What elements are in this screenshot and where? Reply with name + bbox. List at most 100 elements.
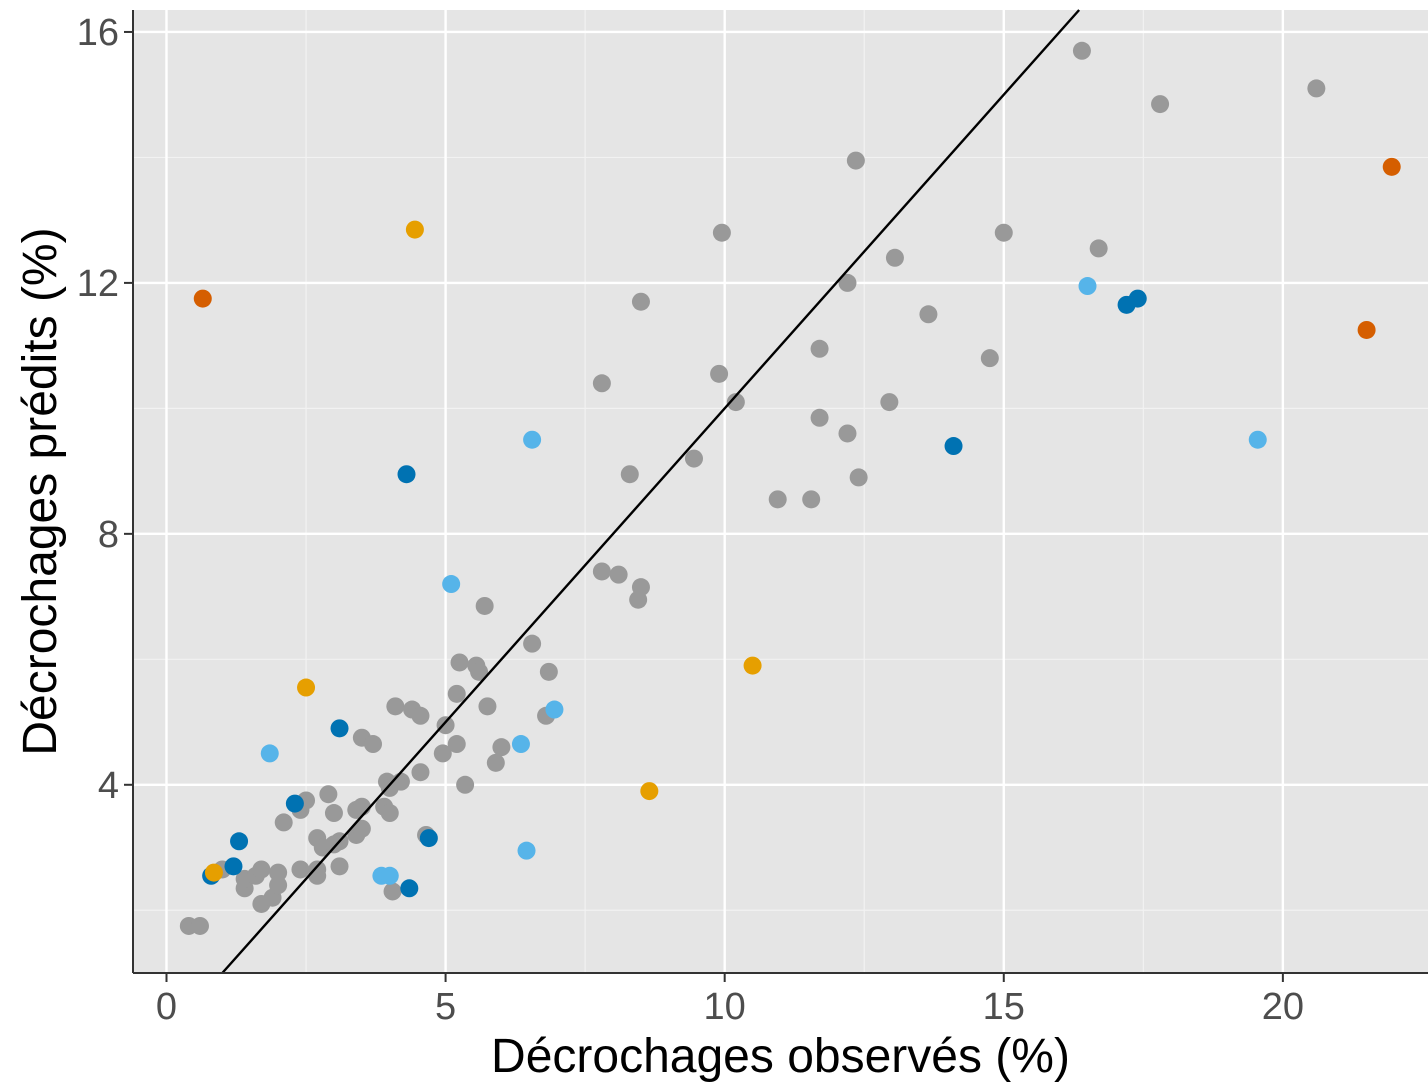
y-axis-ticks: 4 8 12 16 bbox=[77, 12, 133, 807]
data-point bbox=[447, 684, 466, 703]
y-tick-label: 16 bbox=[77, 12, 119, 54]
data-point bbox=[517, 841, 536, 860]
data-point bbox=[411, 706, 430, 725]
data-point bbox=[838, 273, 857, 292]
data-point bbox=[710, 364, 729, 383]
data-point bbox=[846, 151, 865, 170]
data-point bbox=[545, 700, 564, 719]
data-point bbox=[523, 634, 542, 653]
data-point bbox=[1072, 41, 1091, 60]
data-point bbox=[433, 744, 452, 763]
x-axis-title: Décrochages observés (%) bbox=[491, 1030, 1070, 1083]
data-point bbox=[400, 879, 419, 898]
data-point bbox=[609, 565, 628, 584]
data-point bbox=[308, 866, 327, 885]
x-tick-label: 5 bbox=[435, 986, 456, 1028]
y-tick-label: 8 bbox=[98, 514, 119, 556]
data-point bbox=[1078, 277, 1097, 296]
data-point bbox=[849, 468, 868, 487]
y-tick-label: 4 bbox=[98, 765, 119, 807]
data-point bbox=[1089, 239, 1108, 258]
x-tick-label: 10 bbox=[704, 986, 746, 1028]
data-point bbox=[712, 223, 731, 242]
data-point bbox=[726, 393, 745, 412]
data-point bbox=[230, 832, 249, 851]
data-point bbox=[631, 292, 650, 311]
data-point bbox=[269, 876, 288, 895]
minor-grid bbox=[133, 10, 1428, 973]
data-point bbox=[411, 763, 430, 782]
data-point bbox=[492, 738, 511, 757]
data-point bbox=[592, 374, 611, 393]
data-point bbox=[442, 575, 461, 594]
y-axis-title: Décrochages prédits (%) bbox=[14, 227, 67, 755]
data-point bbox=[539, 662, 558, 681]
x-tick-label: 0 bbox=[156, 986, 177, 1028]
data-point bbox=[838, 424, 857, 443]
data-point bbox=[478, 697, 497, 716]
data-point bbox=[810, 339, 829, 358]
data-point bbox=[224, 857, 243, 876]
data-point bbox=[919, 305, 938, 324]
data-point bbox=[352, 797, 371, 816]
data-point bbox=[631, 578, 650, 597]
data-point bbox=[1307, 79, 1326, 98]
data-point bbox=[994, 223, 1013, 242]
data-point bbox=[944, 437, 963, 456]
data-point bbox=[383, 882, 402, 901]
data-point bbox=[319, 785, 338, 804]
data-point bbox=[684, 449, 703, 468]
data-point bbox=[1382, 157, 1401, 176]
data-point bbox=[405, 220, 424, 239]
data-point bbox=[1248, 430, 1267, 449]
data-point bbox=[291, 860, 310, 879]
data-point bbox=[391, 772, 410, 791]
data-point bbox=[269, 863, 288, 882]
data-point bbox=[252, 860, 271, 879]
data-point bbox=[285, 794, 304, 813]
data-point bbox=[450, 653, 469, 672]
data-point bbox=[380, 804, 399, 823]
data-point bbox=[330, 719, 349, 738]
data-point bbox=[380, 866, 399, 885]
data-point bbox=[880, 393, 899, 412]
data-point bbox=[204, 863, 223, 882]
data-point bbox=[475, 596, 494, 615]
data-point bbox=[397, 465, 416, 484]
data-point bbox=[330, 857, 349, 876]
data-point bbox=[743, 656, 762, 675]
data-point bbox=[620, 465, 639, 484]
data-point bbox=[324, 804, 343, 823]
data-point bbox=[802, 490, 821, 509]
major-grid bbox=[133, 10, 1428, 973]
data-points bbox=[179, 41, 1401, 935]
data-point bbox=[386, 697, 405, 716]
data-point bbox=[364, 735, 383, 754]
data-point bbox=[768, 490, 787, 509]
data-point bbox=[810, 408, 829, 427]
x-tick-label: 20 bbox=[1262, 986, 1304, 1028]
data-point bbox=[885, 248, 904, 267]
data-point bbox=[193, 289, 212, 308]
y-tick-label: 12 bbox=[77, 263, 119, 305]
data-point bbox=[190, 916, 209, 935]
data-point bbox=[640, 782, 659, 801]
data-point bbox=[1128, 289, 1147, 308]
x-axis-ticks: 0 5 10 15 20 bbox=[156, 973, 1304, 1028]
data-point bbox=[511, 735, 530, 754]
data-point bbox=[470, 662, 489, 681]
data-point bbox=[1357, 320, 1376, 339]
data-point bbox=[447, 735, 466, 754]
data-point bbox=[260, 744, 279, 763]
data-point bbox=[523, 430, 542, 449]
data-point bbox=[1151, 95, 1170, 114]
data-point bbox=[486, 753, 505, 772]
data-point bbox=[592, 562, 611, 581]
data-point bbox=[274, 813, 293, 832]
data-point bbox=[456, 775, 475, 794]
data-point bbox=[980, 349, 999, 368]
data-point bbox=[419, 829, 438, 848]
data-point bbox=[352, 819, 371, 838]
identity-line bbox=[221, 9, 1081, 974]
